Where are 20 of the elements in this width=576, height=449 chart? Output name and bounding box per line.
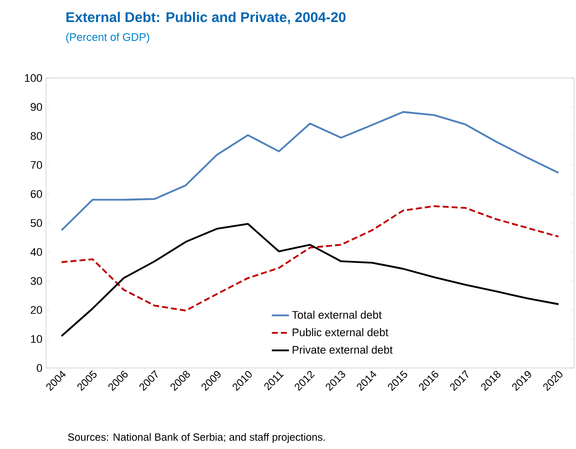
y-tick-label: 60 [30,190,42,198]
y-tick-label: 50 [30,219,42,227]
y-tick-label: 20 [30,306,42,314]
source-note: Sources: National Bank of Serbia; and staff projections. [68,433,325,443]
line-series [60,111,560,232]
chart-title: External Debt: Public and Private, 2004-20 [66,12,346,24]
y-tick-label: 100 [24,74,42,82]
line-series [60,205,560,312]
chart-subtitle: (Percent of GDP) [66,32,150,44]
legend-label: Private external debt [292,346,393,354]
y-tick-label: 30 [30,277,42,285]
y-tick-label: 10 [31,335,42,343]
legend-label: Public external debt [292,328,388,336]
line-series [60,222,560,337]
y-tick-label: 0 [36,364,42,372]
legend-label: Total external debt [292,310,382,319]
y-tick-label: 40 [30,248,42,256]
y-tick-label: 70 [30,161,42,169]
y-tick-label: 90 [30,103,42,111]
y-tick-label: 80 [30,132,42,140]
